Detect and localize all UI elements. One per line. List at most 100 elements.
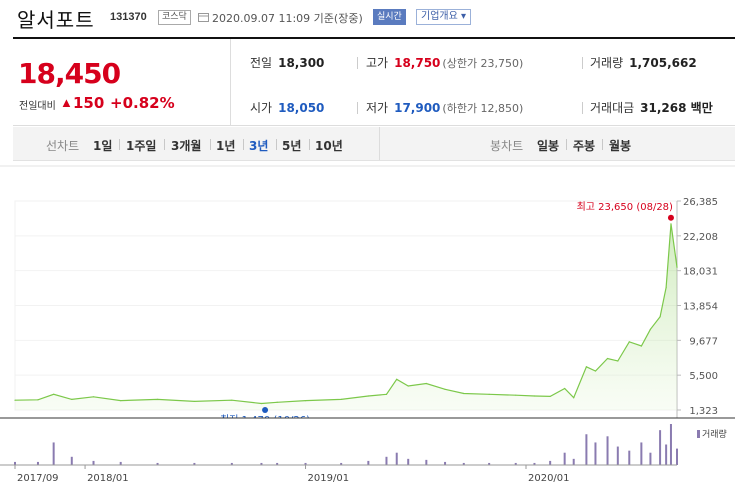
volume-bar xyxy=(514,462,517,465)
tab-10y[interactable]: 10년 xyxy=(315,139,343,153)
volume-bar xyxy=(425,459,428,465)
company-overview-button[interactable]: 기업개요 ▾ xyxy=(416,9,471,25)
price-point xyxy=(340,398,342,400)
volume-bar xyxy=(395,452,398,465)
volume-bar xyxy=(193,462,196,465)
change-percent: +0.82% xyxy=(110,94,175,112)
volume-bar xyxy=(70,456,73,465)
volume-bar xyxy=(659,430,662,465)
y-tick-label: 18,031 xyxy=(683,267,718,278)
volume-bar xyxy=(14,461,16,465)
price-point xyxy=(92,396,95,398)
price-point xyxy=(407,385,409,387)
price-point xyxy=(617,360,619,362)
price-point xyxy=(676,266,678,268)
volume-bar xyxy=(52,442,55,465)
current-price: 18,450 xyxy=(18,57,121,90)
volume-bar xyxy=(444,461,447,465)
price-point xyxy=(606,357,609,360)
prev-close: 전일 18,300 xyxy=(250,54,324,71)
high-marker xyxy=(667,214,674,221)
volume-pane-bg xyxy=(0,418,735,465)
chart-period-tabs: 선차트 1일 1주일 3개월 1년 3년 5년 10년 봉차트 일봉 주봉 월봉 xyxy=(13,127,735,161)
x-tick-label: 2018/01 xyxy=(87,473,129,484)
candle-chart-label: 봉차트 xyxy=(490,139,524,153)
y-tick-label: 13,854 xyxy=(683,302,718,313)
price-point xyxy=(71,398,73,400)
y-tick-label: 5,500 xyxy=(689,371,718,382)
tab-daily[interactable]: 일봉 xyxy=(537,139,560,153)
tab-1y[interactable]: 1년 xyxy=(216,139,236,153)
volume-bar xyxy=(36,461,39,465)
price-point xyxy=(649,328,652,330)
price-area xyxy=(15,223,677,410)
amount-value: 31,268 백만 xyxy=(640,101,713,115)
price-point xyxy=(564,387,566,390)
stock-header: 알서포트 131370 코스닥 2020.09.07 11:09 기준(장중) … xyxy=(0,0,735,36)
open-price: 시가 18,050 xyxy=(250,99,324,116)
volume-bar xyxy=(230,462,233,465)
price-point xyxy=(156,398,159,400)
y-tick-label: 26,385 xyxy=(683,197,718,208)
volume-bar xyxy=(572,458,575,465)
tab-1w[interactable]: 1주일 xyxy=(126,139,157,153)
tab-1d[interactable]: 1일 xyxy=(93,139,113,153)
tab-3m[interactable]: 3개월 xyxy=(171,139,202,153)
open-label: 시가 xyxy=(250,101,273,115)
price-point xyxy=(260,402,263,405)
volume-bar xyxy=(640,442,643,465)
volume-legend-swatch xyxy=(697,430,700,438)
tab-weekly[interactable]: 주봉 xyxy=(573,139,596,153)
price-chart[interactable]: 26,385 22,208 18,031 13,854 9,677 5,500 1,323 최… xyxy=(0,162,735,492)
x-tick-label: 2019/01 xyxy=(308,473,350,484)
price-point xyxy=(573,397,575,399)
price-point xyxy=(304,400,307,402)
price-point xyxy=(594,370,597,372)
price-point xyxy=(53,393,55,395)
price-point xyxy=(120,400,122,402)
upper-limit: (상한가 23,750) xyxy=(442,57,524,70)
divider xyxy=(276,139,277,150)
volume-bar xyxy=(585,434,588,465)
x-tick-label: 2017/09 xyxy=(17,473,59,484)
volume-value: 1,705,662 xyxy=(629,56,697,70)
price-point xyxy=(585,366,587,368)
open-value: 18,050 xyxy=(278,101,325,115)
price-point xyxy=(659,316,661,318)
price-point xyxy=(231,399,233,401)
stock-code: 131370 xyxy=(110,11,147,23)
price-point xyxy=(425,382,427,385)
price-point xyxy=(14,399,16,401)
volume-bar xyxy=(549,460,552,465)
quote-datetime: 2020.09.07 11:09 기준(장중) xyxy=(212,12,363,25)
price-point xyxy=(37,399,39,401)
change-label: 전일대비 xyxy=(19,101,56,112)
current-price-box: 18,450 전일대비 ▲ 150 +0.82% xyxy=(13,39,231,125)
realtime-button[interactable]: 실시간 xyxy=(373,9,406,25)
prev-close-value: 18,300 xyxy=(278,56,325,70)
divider xyxy=(582,57,583,69)
tab-monthly[interactable]: 월봉 xyxy=(609,139,632,153)
y-tick-label: 1,323 xyxy=(689,406,718,417)
price-point xyxy=(549,395,551,398)
day-high: 고가 18,750 (상한가 23,750) xyxy=(366,54,523,71)
volume-bar xyxy=(628,450,631,465)
divider xyxy=(243,139,244,150)
volume-bar xyxy=(669,424,672,465)
tab-3y[interactable]: 3년 xyxy=(249,139,269,153)
volume: 거래량 1,705,662 xyxy=(590,54,697,71)
tab-5y[interactable]: 5년 xyxy=(282,139,302,153)
price-point xyxy=(444,388,446,390)
volume-bar xyxy=(676,448,678,465)
volume-bar xyxy=(594,442,597,465)
volume-bar xyxy=(616,446,619,465)
volume-legend: 거래량 xyxy=(697,427,727,440)
price-point xyxy=(665,287,667,289)
up-arrow-icon: ▲ xyxy=(60,95,73,110)
change-amount: 150 xyxy=(73,94,105,112)
volume-bar xyxy=(649,452,652,465)
volume-bar xyxy=(304,462,307,465)
price-point xyxy=(276,401,278,403)
price-line xyxy=(14,223,678,405)
divider xyxy=(357,102,358,114)
